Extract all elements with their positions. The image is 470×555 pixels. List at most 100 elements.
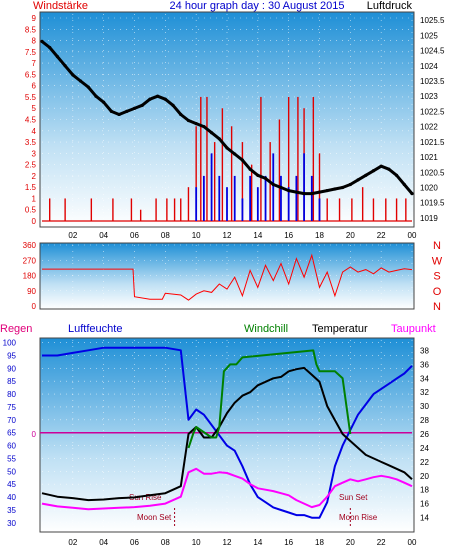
compass-label: W [432,255,443,267]
series-layer [40,39,414,528]
hour-tick-label: 04 [99,538,108,547]
hour-tick-label: 10 [192,231,201,240]
pressure-point [263,176,268,180]
wind-axis-title: Windstärke [33,0,88,12]
hour-tick-label: 00 [408,231,417,240]
wind-tick-label: 8 [32,37,37,46]
pressure-point [86,85,90,89]
hour-tick-label: 14 [253,538,262,547]
wind-tick-label: 2 [32,172,37,181]
pressure-point [225,146,229,150]
humidity-tick-label: 50 [7,467,16,476]
pressure-point [179,112,183,117]
rain-axis-title: Regen [0,323,32,335]
direction-tick-label: 180 [23,272,37,281]
hour-tick-label: 12 [223,538,232,547]
temperature-tick-label: 20 [420,472,429,481]
hour-tick-label: 20 [346,538,355,547]
pressure-tick-label: 1024.5 [420,47,445,56]
humidity-tick-label: 30 [7,519,16,528]
wind-tick-label: 7.5 [25,48,37,57]
humidity-tick-label: 70 [7,416,16,425]
wind-tick-label: 0 [32,217,37,226]
hour-tick-label: 22 [377,538,386,547]
pressure-tick-label: 1019.5 [420,199,445,208]
compass-label: S [433,271,440,283]
hour-tick-label: 18 [315,231,324,240]
pressure-point [410,192,414,196]
pressure-point [356,178,360,182]
pressure-axis-title: Luftdruck [367,0,413,12]
hour-tick-label: 02 [68,231,77,240]
pressure-tick-label: 1021 [420,153,438,162]
pressure-tick-label: 1023 [420,92,438,101]
pressure-tick-label: 1025 [420,31,438,40]
pressure-point [294,190,298,194]
hour-tick-label: 12 [223,231,232,240]
hour-tick-label: 08 [161,538,170,547]
wind-tick-label: 6.5 [25,70,37,79]
pressure-point [394,173,399,177]
direction-tick-label: 0 [32,302,37,311]
temperature-tick-label: 32 [420,388,429,397]
wind-tick-label: 5.5 [25,93,37,102]
pressure-point [148,97,152,101]
moon-set-label: Moon Set [137,513,172,522]
pressure-point [71,73,75,77]
pressure-point [202,125,206,129]
legend-windchill: Windchill [244,323,288,335]
direction-tick-label: 360 [23,241,37,250]
wind-tick-label: 4 [32,127,37,136]
pressure-point [271,182,275,187]
humidity-tick-label: 65 [7,429,16,438]
humidity-tick-label: 80 [7,390,16,399]
legend-dewpoint: Taupunkt [391,323,436,335]
temperature-tick-label: 38 [420,346,429,355]
windchill-line [187,349,352,449]
hour-tick-label: 22 [377,231,386,240]
humidity-tick-label: 85 [7,377,16,386]
pressure-point [63,64,67,68]
hour-tick-label: 20 [346,231,355,240]
humidity-tick-label: 40 [7,493,16,502]
temperature-tick-label: 36 [420,360,429,369]
pressure-point [371,169,376,173]
pressure-point [387,167,391,171]
wind-tick-label: 3.5 [25,138,37,147]
pressure-point [317,190,322,194]
temperature-tick-label: 16 [420,500,429,509]
pressure-point [379,164,383,168]
compass-label: N [433,301,441,313]
pressure-tick-label: 1023.5 [420,77,445,86]
direction-tick-label: 270 [23,256,37,265]
pressure-point [171,103,175,107]
temperature-tick-label: 22 [420,458,429,467]
wind-tick-label: 1 [32,194,37,203]
hour-tick-label: 18 [315,538,324,547]
page-title: 24 hour graph day : 30 August 2015 [170,0,345,12]
pressure-point [240,158,245,162]
pressure-point [40,39,44,43]
pressure-tick-label: 1024 [420,62,438,71]
pressure-tick-label: 1020 [420,184,438,193]
temperature-tick-label: 18 [420,486,429,495]
pressure-point [163,97,167,101]
pressure-point [310,192,314,196]
direction-tick-label: 90 [27,287,36,296]
pressure-point [140,103,144,107]
pressure-point [125,109,129,114]
tick-label-layer: 00.511.522.533.544.555.566.577.588.59101… [3,14,445,547]
pressure-tick-label: 1025.5 [420,16,445,25]
wind-tick-label: 7 [32,59,37,68]
pressure-point [117,112,121,117]
pressure-point [279,185,283,190]
pressure-point [364,173,368,177]
hour-tick-label: 06 [130,538,139,547]
pressure-point [302,192,306,196]
wind-tick-label: 8.5 [25,25,37,34]
humidity-tick-label: 55 [7,454,16,463]
moon-rise-label: Moon Rise [339,513,378,522]
hour-tick-label: 00 [408,538,417,547]
pressure-point [132,106,137,110]
